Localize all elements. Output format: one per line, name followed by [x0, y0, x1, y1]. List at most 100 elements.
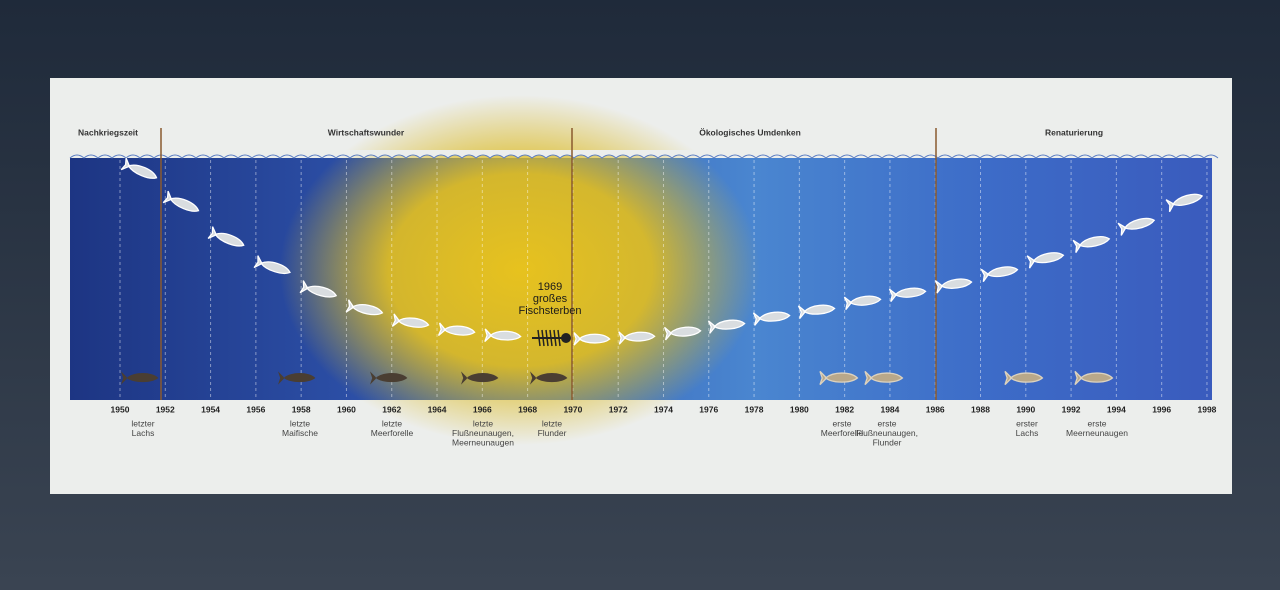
fish [797, 304, 836, 319]
fish-body [980, 266, 1019, 283]
year-label: 1954 [201, 404, 220, 414]
event-label: Flunder [538, 428, 567, 438]
fish [1074, 370, 1114, 386]
fish [299, 280, 338, 298]
fish [618, 331, 656, 345]
fish-body [752, 311, 791, 326]
event-label: Meerneunaugen [452, 437, 514, 447]
fish [121, 371, 159, 385]
fish [345, 299, 384, 316]
bone [557, 329, 561, 347]
fish [461, 371, 499, 385]
fish [530, 371, 568, 385]
fish [162, 190, 200, 212]
fish-body [707, 319, 746, 334]
event-label: Lachs [132, 428, 155, 438]
era-label: Nachkriegszeit [78, 127, 138, 137]
year-label: 1988 [971, 404, 990, 414]
year-label: 1970 [563, 404, 582, 414]
year-label: 1958 [292, 404, 311, 414]
fish [278, 371, 316, 385]
skull [561, 333, 571, 343]
annotation: Fischsterben [519, 305, 582, 317]
fish [707, 319, 746, 334]
year-label: 1956 [246, 404, 265, 414]
bone [537, 329, 541, 347]
fish-body [530, 371, 568, 385]
year-label: 1984 [880, 404, 899, 414]
year-label: 1996 [1152, 404, 1171, 414]
event-label: letzte [382, 418, 403, 428]
fish-body [1117, 217, 1156, 236]
fish-body [618, 331, 656, 345]
fish [1004, 370, 1044, 386]
fish [573, 332, 611, 346]
event-label: letzte [473, 418, 494, 428]
fish-body [345, 299, 384, 316]
year-label: 1992 [1062, 404, 1081, 414]
fish [253, 255, 291, 274]
fish-body [253, 255, 291, 274]
era-label: Renaturierung [1045, 127, 1103, 137]
fish-body [461, 371, 499, 385]
year-label: 1982 [835, 404, 854, 414]
fish-body [843, 295, 882, 310]
year-label: 1976 [699, 404, 718, 414]
year-label: 1952 [156, 404, 175, 414]
year-label: 1986 [926, 404, 945, 414]
fish-body [864, 370, 904, 386]
fish-body [1026, 252, 1065, 269]
fish-body [1165, 193, 1204, 213]
fish-body [299, 280, 338, 298]
event-label: erste [878, 418, 897, 428]
fish-body [797, 304, 836, 319]
year-label: 1962 [382, 404, 401, 414]
wave-line [69, 154, 1219, 159]
fish-body [819, 370, 859, 386]
event-label: letzte [290, 418, 311, 428]
fish [1026, 252, 1065, 269]
fish [437, 322, 476, 336]
fish-body [121, 371, 159, 385]
fish [120, 157, 158, 179]
fish [391, 313, 430, 328]
fish-body [888, 287, 927, 302]
fish [1165, 193, 1204, 213]
event-label: erste [833, 418, 852, 428]
fish [752, 311, 791, 326]
fish-body [934, 278, 973, 294]
fish-body [370, 371, 408, 385]
era-label: Ökologisches Umdenken [699, 127, 801, 137]
era-label: Wirtschaftswunder [328, 127, 405, 137]
year-label: 1980 [790, 404, 809, 414]
event-label: Maifische [282, 428, 318, 438]
annotation: großes [533, 293, 568, 305]
fish [934, 278, 973, 294]
fish [843, 295, 882, 310]
event-label: Flunder [873, 437, 902, 447]
year-label: 1972 [609, 404, 628, 414]
event-label: Flußneunaugen, [856, 428, 918, 438]
event-label: letzte [542, 418, 563, 428]
year-label: 1978 [745, 404, 764, 414]
fish [819, 370, 859, 386]
event-label: Meerforelle [371, 428, 414, 438]
year-label: 1994 [1107, 404, 1126, 414]
fish [484, 328, 522, 343]
year-label: 1998 [1197, 404, 1216, 414]
bone [549, 329, 553, 347]
event-label: Meerneunaugen [1066, 428, 1128, 438]
event-label: erster [1016, 418, 1038, 428]
fish-body [391, 313, 430, 328]
fish [1072, 236, 1111, 253]
year-label: 1966 [473, 404, 492, 414]
event-label: letzter [131, 418, 154, 428]
fish-body [207, 226, 245, 247]
year-label: 1950 [111, 404, 130, 414]
fish-body [437, 322, 476, 336]
fish-body [573, 332, 611, 346]
glow [280, 95, 760, 445]
fish [207, 226, 245, 247]
fish [980, 266, 1019, 283]
fish-body [484, 328, 522, 343]
